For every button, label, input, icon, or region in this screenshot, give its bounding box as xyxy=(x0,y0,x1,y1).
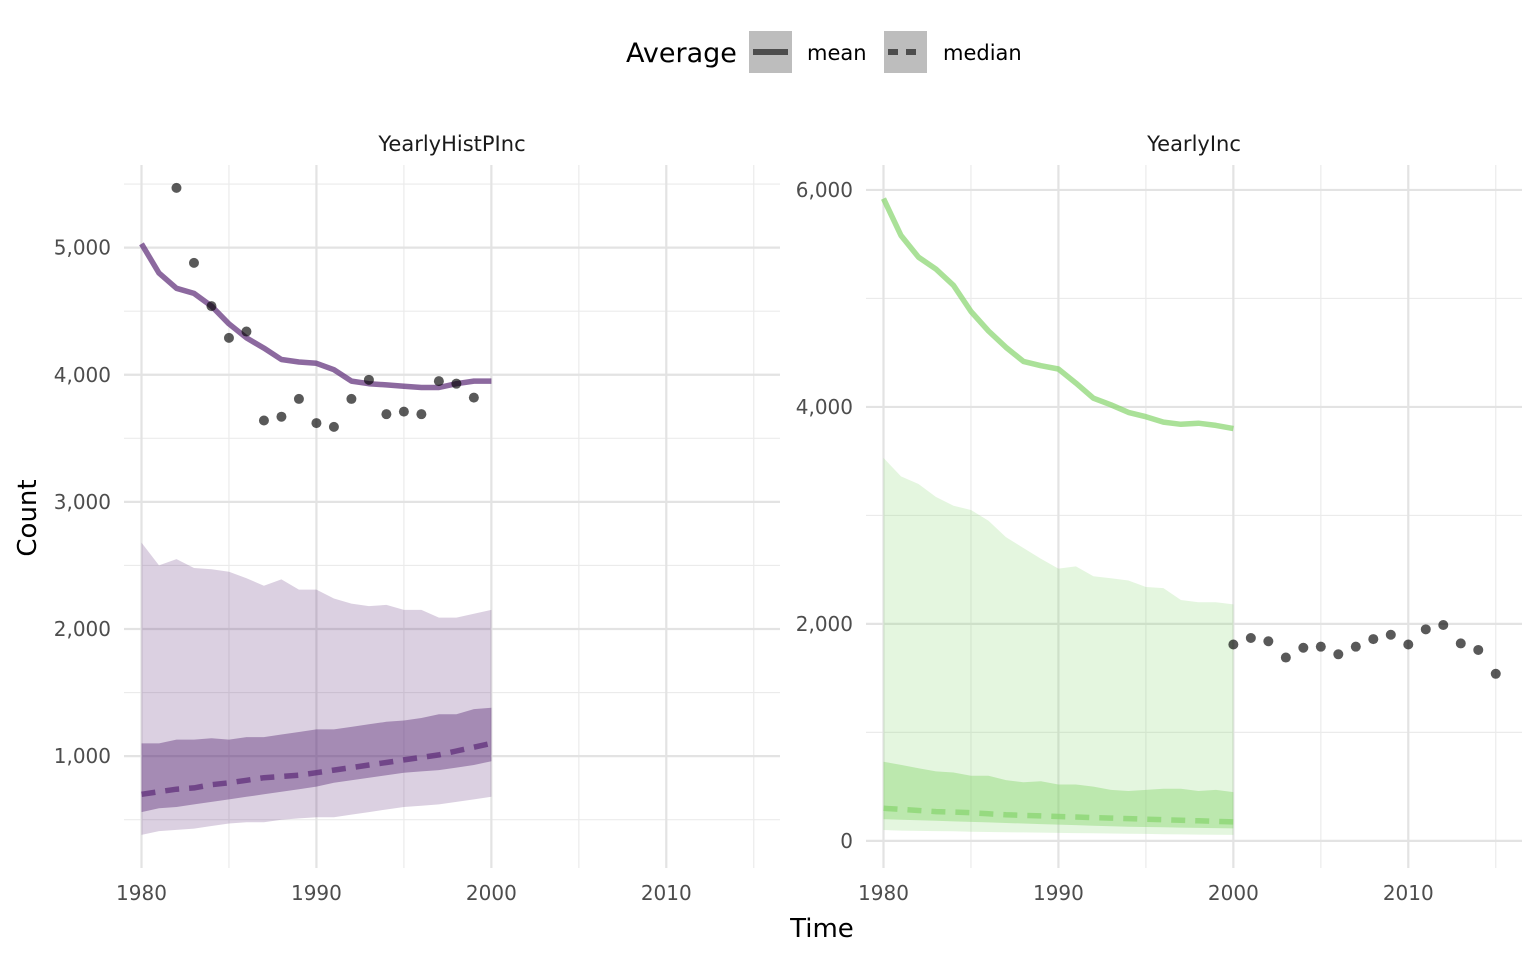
observed-points xyxy=(1228,619,1501,679)
panel-title: YearlyInc xyxy=(1146,132,1241,156)
legend: Average mean median xyxy=(626,31,1022,73)
observed-point xyxy=(468,392,479,403)
observed-point xyxy=(1298,642,1309,653)
band-inner xyxy=(883,761,1234,829)
y-tick-label: 5,000 xyxy=(54,236,111,260)
observed-point xyxy=(1490,668,1501,679)
observed-point xyxy=(241,326,252,337)
observed-point xyxy=(1455,638,1466,649)
legend-title: Average xyxy=(626,38,737,69)
y-tick-label: 6,000 xyxy=(796,178,853,202)
legend-key-median xyxy=(884,31,927,73)
panel-yearly-hist-p-inc: YearlyHistPInc 1980 1990 2000 2010 1,000 2,000… xyxy=(54,132,780,905)
observed-point xyxy=(276,411,287,422)
observed-point xyxy=(398,406,409,417)
observed-point xyxy=(223,332,234,343)
series-line-mean xyxy=(881,197,1234,432)
x-tick-label: 1980 xyxy=(116,881,167,905)
observed-point xyxy=(293,393,304,404)
observed-point xyxy=(433,376,444,387)
x-tick-label: 2010 xyxy=(641,881,692,905)
x-tick-label: 2010 xyxy=(1383,881,1434,905)
observed-point xyxy=(346,393,357,404)
observed-point xyxy=(206,301,217,312)
grid xyxy=(124,165,780,868)
observed-point xyxy=(1403,639,1414,650)
observed-point xyxy=(363,374,374,385)
x-tick-label: 1990 xyxy=(1033,881,1084,905)
band-outer xyxy=(883,457,1234,835)
y-tick-label: 3,000 xyxy=(54,490,111,514)
y-tick-label: 2,000 xyxy=(54,617,111,641)
legend-label-mean: mean xyxy=(807,41,867,65)
observed-point xyxy=(1315,641,1326,652)
y-tick-label: 2,000 xyxy=(796,612,853,636)
y-tick-label: 0 xyxy=(840,829,853,853)
x-tick-label: 1980 xyxy=(858,881,909,905)
x-tick-label: 1990 xyxy=(291,881,342,905)
observed-point xyxy=(328,421,339,432)
y-tick-label: 1,000 xyxy=(54,744,111,768)
observed-points xyxy=(171,182,479,432)
observed-point xyxy=(171,182,182,193)
observed-point xyxy=(1333,649,1344,660)
observed-point xyxy=(381,409,392,420)
panel-yearly-inc: YearlyInc 1980 1990 2000 2010 0 2,000 4,000 6,00… xyxy=(796,132,1522,905)
observed-point xyxy=(416,409,427,420)
series-line-mean xyxy=(139,242,492,391)
observed-point xyxy=(1420,624,1431,635)
x-axis-title: Time xyxy=(789,914,854,944)
x-tick-label: 2000 xyxy=(1208,881,1259,905)
band-inner xyxy=(141,707,492,813)
observed-point xyxy=(311,418,322,429)
y-axis-title: Count xyxy=(13,479,43,556)
series-line-median xyxy=(883,805,1234,825)
observed-point xyxy=(188,257,199,268)
y-tick-label: 4,000 xyxy=(54,363,111,387)
observed-point xyxy=(1473,644,1484,655)
observed-point xyxy=(451,378,462,389)
series-line-median xyxy=(141,740,492,798)
observed-point xyxy=(1280,652,1291,663)
x-tick-label: 2000 xyxy=(466,881,517,905)
observed-point xyxy=(1263,636,1274,647)
y-tick-label: 4,000 xyxy=(796,395,853,419)
observed-point xyxy=(1385,629,1396,640)
observed-point xyxy=(1350,641,1361,652)
observed-point xyxy=(258,415,269,426)
legend-label-median: median xyxy=(943,41,1022,65)
legend-key-mean xyxy=(749,31,792,73)
panel-title: YearlyHistPInc xyxy=(377,132,525,156)
grid xyxy=(866,165,1522,868)
observed-point xyxy=(1228,639,1239,650)
observed-point xyxy=(1368,634,1379,645)
observed-point xyxy=(1438,619,1449,630)
observed-point xyxy=(1245,633,1256,644)
